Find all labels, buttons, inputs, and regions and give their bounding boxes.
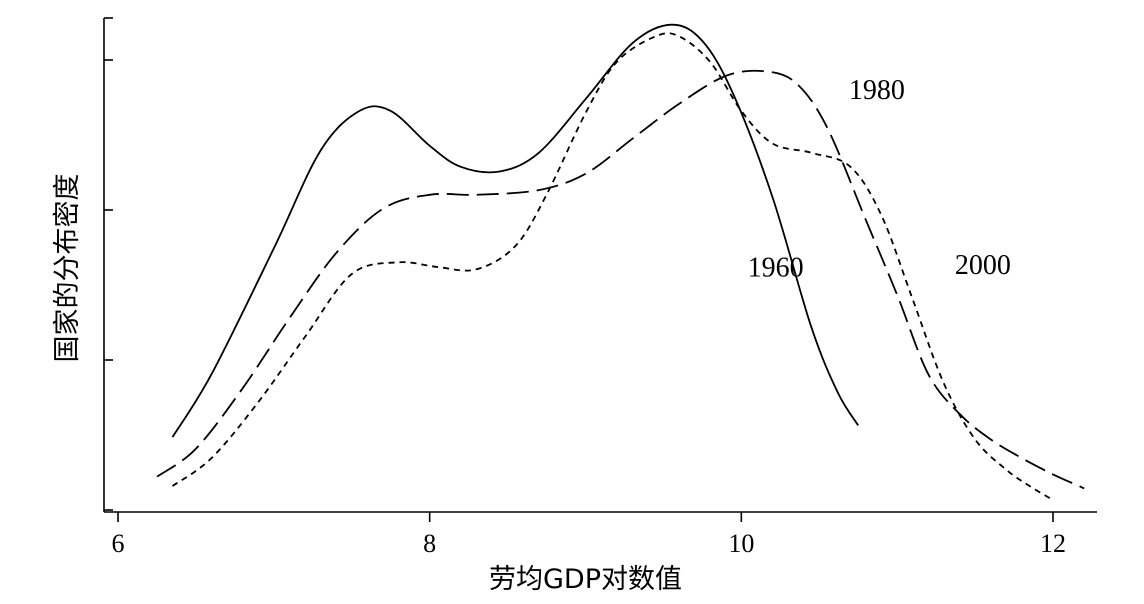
series-labels: 1960 1980 2000 <box>748 75 1011 283</box>
x-ticks: 6 8 10 12 <box>112 512 1066 558</box>
series-line-1980 <box>156 69 1085 490</box>
series-label-1960: 1960 <box>748 252 804 283</box>
y-axis-title: 国家的分布密度 <box>52 174 83 363</box>
x-tick-label: 10 <box>728 529 754 558</box>
y-ticks <box>104 17 113 511</box>
x-axis-title: 劳均GDP对数值 <box>489 564 682 595</box>
series-label-2000: 2000 <box>955 250 1011 281</box>
x-tick-label: 8 <box>423 529 436 558</box>
series-line-1960 <box>171 23 859 438</box>
x-tick-label: 6 <box>112 529 125 558</box>
axes <box>103 18 1097 513</box>
series-label-1980: 1980 <box>849 75 905 106</box>
series-lines <box>156 23 1085 501</box>
x-tick-label: 12 <box>1040 529 1066 558</box>
series-line-2000 <box>171 32 1054 501</box>
